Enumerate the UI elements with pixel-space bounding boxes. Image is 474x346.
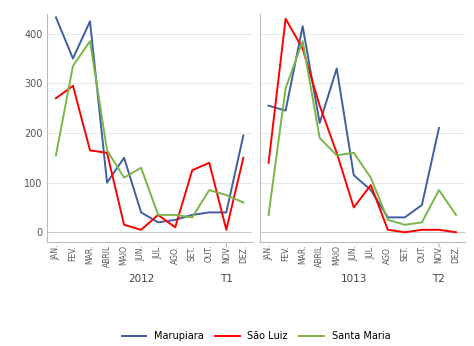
Text: T1: T1 (220, 274, 233, 284)
Text: T2: T2 (432, 274, 446, 284)
Legend: Marupiara, São Luiz, Santa Maria: Marupiara, São Luiz, Santa Maria (122, 331, 390, 341)
Text: 2012: 2012 (128, 274, 155, 284)
Text: 1013: 1013 (341, 274, 367, 284)
